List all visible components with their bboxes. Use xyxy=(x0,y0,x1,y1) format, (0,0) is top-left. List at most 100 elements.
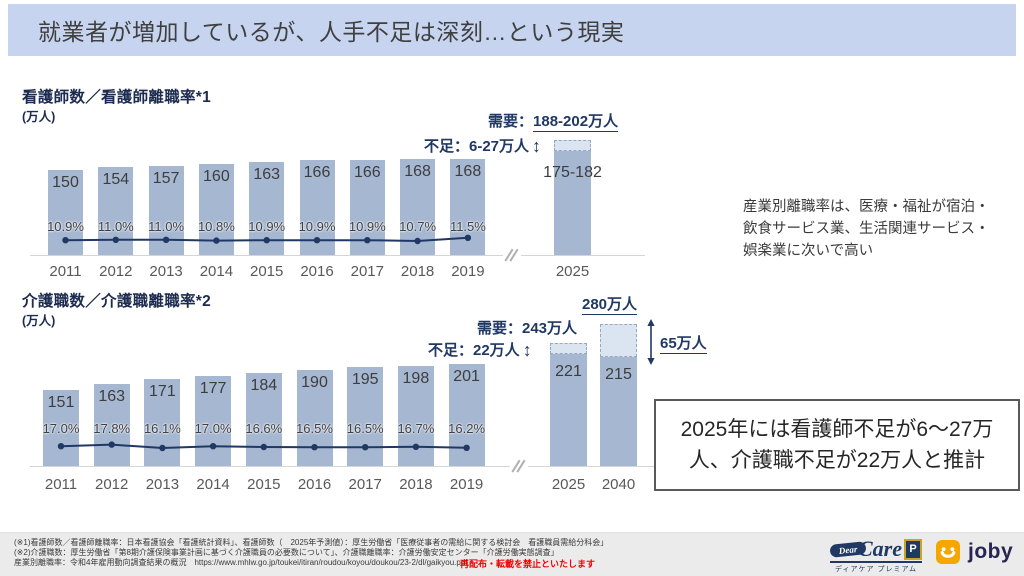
turnover-rate-label: 10.8% xyxy=(197,219,235,234)
bar-2011 xyxy=(43,389,79,466)
turnover-rate-label: 17.8% xyxy=(93,421,131,436)
turnover-rate-label: 10.7% xyxy=(399,219,437,234)
bar-value-label: 166 xyxy=(303,164,331,182)
nurse-shortage-text: 不足：6-27万人 xyxy=(424,138,530,155)
year-label: 2014 xyxy=(196,476,230,493)
bar-value-label: 190 xyxy=(301,373,328,391)
projection-gap-2040 xyxy=(600,324,637,358)
turnover-rate-label: 16.5% xyxy=(296,421,333,436)
year-label: 2018 xyxy=(400,263,435,280)
nurse-chart-title: 看護師数／看護師離職率*1 xyxy=(22,89,212,106)
care-shortage-text: 不足：22万人 xyxy=(428,342,520,359)
turnover-rate-label: 11.0% xyxy=(148,219,185,234)
year-label: 2025 xyxy=(555,263,590,280)
care-chart-unit: (万人) xyxy=(22,314,56,328)
updown-arrow-icon: ↕ xyxy=(522,340,532,360)
joby-logo: joby xyxy=(936,540,1013,564)
bar-value-label: 157 xyxy=(152,169,180,187)
bar-2013 xyxy=(144,379,181,466)
turnover-rate-label: 16.7% xyxy=(397,421,435,436)
dearcare-caption: ディアケア プレミアム xyxy=(835,566,917,573)
bar-value-label: 195 xyxy=(351,371,379,389)
year-label: 2019 xyxy=(451,263,485,280)
joby-smiley-icon xyxy=(936,540,960,564)
axis-break-mark xyxy=(510,458,528,474)
year-label: 2016 xyxy=(297,476,332,493)
bar-value-label: 184 xyxy=(250,376,278,394)
no-redistribution-notice: 再配布・転載を禁止といたします xyxy=(460,559,596,569)
bar-value-label: 201 xyxy=(453,368,480,386)
nurse-demand-value: 188-202万人 xyxy=(533,113,619,132)
year-label: 2025 xyxy=(551,476,586,493)
turnover-rate-label: 17.0% xyxy=(194,421,232,436)
bar-value-label: 177 xyxy=(199,380,227,398)
year-label: 2017 xyxy=(348,476,382,493)
year-label: 2017 xyxy=(350,263,384,280)
projection-gap-2025 xyxy=(554,139,591,152)
callout-box: 2025年には看護師不足が6～27万人、介護職不足が22万人と推計 xyxy=(654,399,1020,491)
care-shortage-label: 不足：22万人 ↕ xyxy=(428,339,532,360)
bar-value-label: 168 xyxy=(454,163,482,181)
bar-value-label: 154 xyxy=(102,171,130,189)
updown-arrow-icon: ↕ xyxy=(532,136,542,156)
source-note-2: (※2)介護職数：厚生労働省「第8期介護保険事業計画に基づく介護職員の必要数につ… xyxy=(14,548,559,557)
turnover-rate-label: 16.5% xyxy=(346,421,384,436)
dearcare-logo: Dear Care P ディアケア プレミアム xyxy=(829,536,928,574)
year-label: 2013 xyxy=(145,476,180,493)
year-label: 2011 xyxy=(49,263,82,280)
bar-value-label: 168 xyxy=(404,163,431,181)
source-note-1: (※1)看護師数／看護師離職率：日本看護協会「看護統計資料」、看護師数（ 202… xyxy=(14,538,609,547)
year-label: 2014 xyxy=(199,263,234,280)
turnover-rate-label: 11.0% xyxy=(97,219,134,234)
bar-value-label: 150 xyxy=(52,173,79,191)
care-demand-label: 需要：243万人 xyxy=(477,320,578,337)
care-2040-total-label: 280万人 xyxy=(582,293,638,315)
turnover-rate-label: 16.1% xyxy=(143,421,181,436)
dearcare-wordmark: Dear Care P xyxy=(829,536,928,561)
year-label: 2012 xyxy=(95,476,129,493)
source-note-3: 産業別離職率：令和4年雇用動向調査結果の概況 https://www.mhlw.… xyxy=(14,558,468,567)
turnover-rate-label: 16.6% xyxy=(245,421,283,436)
care-gap-label: 65万人 xyxy=(660,332,707,354)
x-axis xyxy=(30,255,645,256)
dearcare-dear-text: Dear xyxy=(838,543,858,555)
slide-title: 就業者が増加しているが、人手不足は深刻…という現実 xyxy=(38,19,625,45)
bar-value-label: 163 xyxy=(253,166,281,184)
bar-value-label: 163 xyxy=(98,387,126,405)
turnover-rate-label: 10.9% xyxy=(348,219,386,234)
year-label: 2015 xyxy=(250,263,284,280)
dearcare-rule xyxy=(830,561,922,563)
year-label: 2012 xyxy=(99,263,133,280)
nurse-chart-unit: (万人) xyxy=(22,110,56,124)
turnover-rate-label: 10.9% xyxy=(298,219,336,234)
bar-value-label: 160 xyxy=(203,167,230,185)
projection-gap-2025 xyxy=(550,343,587,355)
care-gap-value: 65万人 xyxy=(660,335,707,354)
bar-2012 xyxy=(93,383,130,466)
projection-value-label: 221 xyxy=(555,363,582,381)
projection-value-label: 215 xyxy=(605,366,632,384)
care-chart-title: 介護職数／介護職離職率*2 xyxy=(22,293,212,310)
projection-bar-2025 xyxy=(554,151,591,255)
year-label: 2018 xyxy=(399,476,433,493)
bar-2014 xyxy=(195,376,232,466)
bar-value-label: 166 xyxy=(353,164,381,182)
projection-bar-2025 xyxy=(550,354,587,466)
bar-value-label: 198 xyxy=(402,369,430,387)
bar-value-label: 151 xyxy=(47,393,75,411)
bar-2015 xyxy=(245,372,282,466)
callout-text: 2025年には看護師不足が6～27万人、介護職不足が22万人と推計 xyxy=(680,418,994,472)
title-bar: 就業者が増加しているが、人手不足は深刻…という現実 xyxy=(8,4,1016,56)
joby-wordmark: joby xyxy=(968,540,1014,563)
turnover-rate-label: 17.0% xyxy=(42,421,80,436)
year-label: 2040 xyxy=(601,476,636,493)
year-label: 2011 xyxy=(44,476,78,493)
turnover-rate-label: 11.5% xyxy=(449,219,486,234)
nurse-shortage-label: 不足：6-27万人 ↕ xyxy=(424,135,541,156)
side-note: 産業別離職率は、医療・福祉が宿泊・ 飲食サービス業、生活関連サービス・ 娯楽業に… xyxy=(743,199,990,259)
x-axis xyxy=(30,466,662,467)
bar-value-label: 171 xyxy=(149,383,176,401)
turnover-rate-label: 10.9% xyxy=(248,219,286,234)
dearcare-badge-icon: P xyxy=(904,538,922,560)
